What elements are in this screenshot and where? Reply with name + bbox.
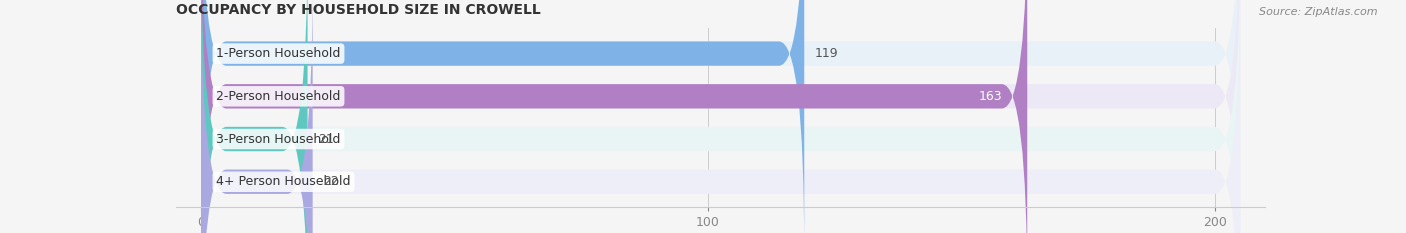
Text: 22: 22 xyxy=(323,175,339,188)
Text: 3-Person Household: 3-Person Household xyxy=(217,133,340,146)
FancyBboxPatch shape xyxy=(201,0,312,233)
Text: 2-Person Household: 2-Person Household xyxy=(217,90,340,103)
FancyBboxPatch shape xyxy=(201,0,1240,233)
Text: Source: ZipAtlas.com: Source: ZipAtlas.com xyxy=(1260,7,1378,17)
Text: 163: 163 xyxy=(979,90,1002,103)
FancyBboxPatch shape xyxy=(201,0,804,233)
Text: 119: 119 xyxy=(814,47,838,60)
FancyBboxPatch shape xyxy=(201,0,1240,233)
FancyBboxPatch shape xyxy=(201,0,1240,233)
FancyBboxPatch shape xyxy=(201,0,1240,233)
FancyBboxPatch shape xyxy=(201,0,1028,233)
Text: 21: 21 xyxy=(318,133,333,146)
Text: OCCUPANCY BY HOUSEHOLD SIZE IN CROWELL: OCCUPANCY BY HOUSEHOLD SIZE IN CROWELL xyxy=(176,3,540,17)
Text: 1-Person Household: 1-Person Household xyxy=(217,47,340,60)
FancyBboxPatch shape xyxy=(201,0,308,233)
Text: 4+ Person Household: 4+ Person Household xyxy=(217,175,350,188)
